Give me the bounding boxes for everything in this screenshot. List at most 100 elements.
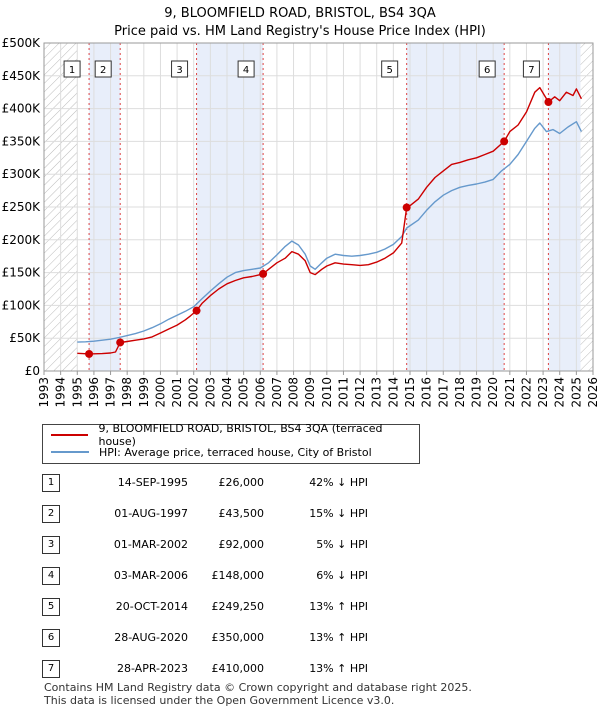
row-hpi-change: 5% ↓ HPI xyxy=(316,538,368,551)
row-date: 28-APR-2023 xyxy=(116,662,188,675)
table-row: 4 03-MAR-2006 £148,000 6% ↓ HPI xyxy=(42,567,382,585)
x-tick-label: 2023 xyxy=(536,377,550,408)
y-tick-label: £50K xyxy=(9,331,41,345)
row-number-badge: 3 xyxy=(42,536,60,554)
x-tick-label: 2015 xyxy=(403,377,417,408)
x-tick-label: 2020 xyxy=(486,377,500,408)
x-tick-label: 1998 xyxy=(120,377,134,408)
sale-label: 2 xyxy=(100,65,106,76)
x-tick-label: 2004 xyxy=(220,377,234,408)
x-tick-label: 2002 xyxy=(187,377,201,408)
sale-label: 5 xyxy=(386,65,392,76)
plot-frame xyxy=(43,42,594,372)
sale-label-box xyxy=(171,60,189,78)
sale-marker xyxy=(116,338,125,347)
row-date: 14-SEP-1995 xyxy=(117,476,188,489)
table-row: 2 01-AUG-1997 £43,500 15% ↓ HPI xyxy=(42,505,382,523)
x-tick-label: 1995 xyxy=(70,377,84,408)
x-tick-label: 2006 xyxy=(253,377,267,408)
price-chart: 1 2 3 4 5 6 7 £0 £50K £100K £150K £200K £250K £300K £… xyxy=(2,36,600,408)
x-tick-label: 2000 xyxy=(153,377,167,408)
sale-marker xyxy=(259,269,268,278)
row-hpi-change: 15% ↓ HPI xyxy=(309,507,368,520)
row-price: £410,000 xyxy=(211,662,265,675)
x-tick-label: 2016 xyxy=(420,377,434,408)
y-tick-label: £450K xyxy=(2,69,42,83)
x-tick-label: 1996 xyxy=(87,377,101,408)
row-date: 01-MAR-2002 xyxy=(113,538,188,551)
sale-label-box xyxy=(381,60,399,78)
x-tick-label: 2014 xyxy=(386,377,400,408)
x-tick-label: 2021 xyxy=(503,377,517,408)
x-tick-label: 1997 xyxy=(104,377,118,408)
x-tick-label: 1999 xyxy=(137,377,151,408)
row-hpi-change: 13% ↑ HPI xyxy=(309,631,368,644)
row-hpi-change: 6% ↓ HPI xyxy=(316,569,368,582)
y-tick-label: £350K xyxy=(2,134,42,148)
table-row: 3 01-MAR-2002 £92,000 5% ↓ HPI xyxy=(42,536,382,554)
x-tick-label: 2010 xyxy=(320,377,334,408)
sale-label-box xyxy=(522,60,540,78)
y-tick-label: £150K xyxy=(2,266,42,280)
footer-copyright: Contains HM Land Registry data © Crown c… xyxy=(44,681,472,694)
row-hpi-change: 13% ↑ HPI xyxy=(309,600,368,613)
sale-label: 6 xyxy=(484,65,490,76)
x-tick-label: 1993 xyxy=(37,377,51,408)
legend-label-property: 9, BLOOMFIELD ROAD, BRISTOL, BS4 3QA (te… xyxy=(98,422,383,448)
row-price: £92,000 xyxy=(218,538,265,551)
x-tick-label: 2013 xyxy=(370,377,384,408)
sale-marker xyxy=(192,306,201,315)
chart-title-line1: 9, BLOOMFIELD ROAD, BRISTOL, BS4 3QA xyxy=(164,6,436,21)
row-number-badge: 5 xyxy=(42,598,60,616)
legend: 9, BLOOMFIELD ROAD, BRISTOL, BS4 3QA (te… xyxy=(42,422,420,464)
property-series-line xyxy=(77,86,583,355)
row-price: £350,000 xyxy=(211,631,265,644)
y-tick-label: £250K xyxy=(2,200,42,214)
row-price: £43,500 xyxy=(218,507,265,520)
row-number-badge: 2 xyxy=(42,505,60,523)
sale-label-box xyxy=(237,60,255,78)
row-number-badge: 7 xyxy=(42,660,60,678)
row-date: 03-MAR-2006 xyxy=(113,569,188,582)
row-price: £249,250 xyxy=(211,600,265,613)
y-tick-label: £0 xyxy=(25,364,40,378)
legend-swatch-property xyxy=(51,434,89,436)
x-tick-label: 1994 xyxy=(54,377,68,408)
row-date: 01-AUG-1997 xyxy=(114,507,188,520)
row-price: £148,000 xyxy=(211,569,265,582)
row-hpi-change: 13% ↑ HPI xyxy=(309,662,368,675)
legend-swatch-hpi xyxy=(51,451,89,453)
row-number-badge: 1 xyxy=(42,474,60,492)
table-row: 6 28-AUG-2020 £350,000 13% ↑ HPI xyxy=(42,629,382,647)
legend-label-hpi: HPI: Average price, terraced house, City… xyxy=(99,445,372,459)
x-tick-label: 2018 xyxy=(453,377,467,408)
y-tick-label: £200K xyxy=(2,233,42,247)
x-tick-label: 2017 xyxy=(436,377,450,408)
x-tick-label: 2025 xyxy=(569,377,583,408)
sale-label: 7 xyxy=(528,65,534,76)
x-tick-label: 2007 xyxy=(270,377,284,408)
x-tick-label: 2005 xyxy=(237,377,251,408)
footer-licence: This data is licensed under the Open Gov… xyxy=(44,694,395,707)
row-date: 20-OCT-2014 xyxy=(115,600,188,613)
sale-label-box xyxy=(63,60,81,78)
x-tick-label: 2026 xyxy=(586,377,600,408)
x-tick-label: 2003 xyxy=(203,377,217,408)
chart-title-line2: Price paid vs. HM Land Registry's House … xyxy=(114,24,486,39)
legend-item-property: 9, BLOOMFIELD ROAD, BRISTOL, BS4 3QA (te… xyxy=(51,422,419,448)
x-tick-label: 2022 xyxy=(519,377,533,408)
row-date: 28-AUG-2020 xyxy=(114,631,188,644)
sale-marker xyxy=(85,349,94,358)
sale-label-box xyxy=(478,60,496,78)
hpi-series-line xyxy=(77,121,583,343)
x-tick-label: 2019 xyxy=(470,377,484,408)
sale-label: 4 xyxy=(243,65,249,76)
table-row: 5 20-OCT-2014 £249,250 13% ↑ HPI xyxy=(42,598,382,616)
row-price: £26,000 xyxy=(218,476,265,489)
y-tick-label: £100K xyxy=(2,298,42,312)
sale-marker xyxy=(402,203,411,212)
y-tick-label: £300K xyxy=(2,167,42,181)
x-tick-label: 2012 xyxy=(353,377,367,408)
sale-label: 3 xyxy=(176,65,182,76)
sale-marker xyxy=(500,137,509,146)
